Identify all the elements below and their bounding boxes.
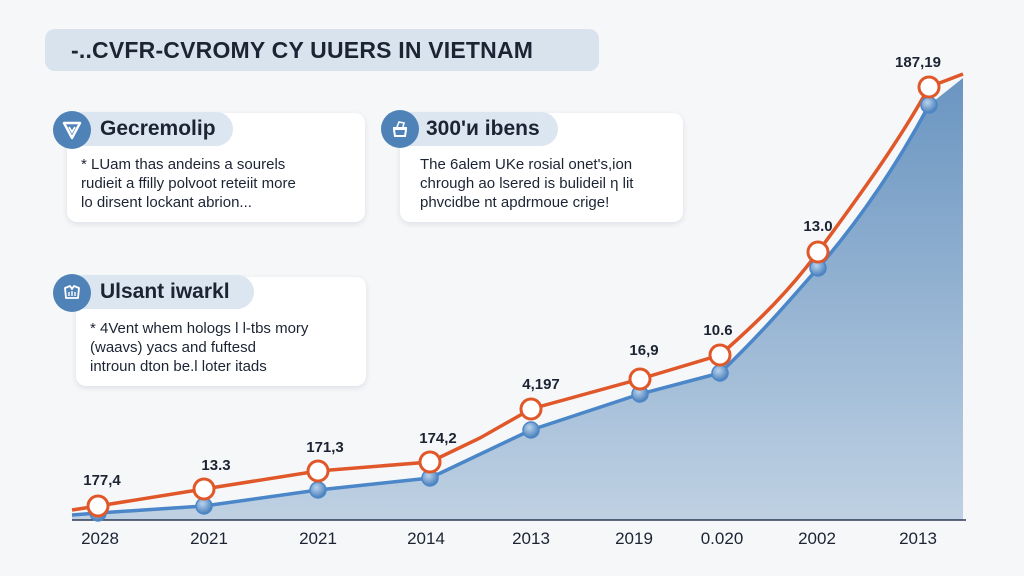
card-1-line-1: * LUam thas andeins a sourels xyxy=(81,156,286,173)
card-3-heading-badge: Ulsant iwarkl xyxy=(58,275,254,309)
blue-area-fill xyxy=(72,78,963,520)
wallet-icon xyxy=(53,274,91,312)
data-label-1: 177,4 xyxy=(83,472,121,489)
x-tick-label-6: 2019 xyxy=(615,529,653,548)
card-1-heading: Gecremolip xyxy=(100,117,216,140)
orange-series-line xyxy=(71,72,964,512)
blue-series-line xyxy=(71,104,931,517)
data-label-5: 4,197 xyxy=(522,376,560,393)
x-tick-label-8: 2002 xyxy=(798,529,836,548)
data-label-4: 174,2 xyxy=(419,430,457,447)
card-3-line-3: introun dton be.l loter itads xyxy=(90,358,267,375)
card-1-line-3: lo dirsent lockant abrion... xyxy=(81,194,252,211)
card-2-line-1: The 6alem UKе rosial onet's,ion xyxy=(420,156,633,173)
card-3-line-2: (waavs) yacs and fuftesd xyxy=(90,339,256,356)
orange-markers xyxy=(86,75,941,518)
basket-icon xyxy=(381,110,419,148)
x-tick-label-4: 2014 xyxy=(407,529,445,548)
card-2-line-2: chrough ao lsered is bulideil η lit xyxy=(420,175,634,192)
data-label-9: 187,19 xyxy=(895,54,941,71)
x-tick-label-1: 2028 xyxy=(81,529,119,548)
x-tick-label-9: 2013 xyxy=(899,529,937,548)
data-label-6: 16,9 xyxy=(629,342,659,359)
card-1-body: * LUam thas andeins a sourels rudieit a … xyxy=(81,155,296,212)
chart-title-banner: -..CVFR-CVROMY CY UUERS IN VIETNAM xyxy=(45,29,599,71)
data-label-2: 13.3 xyxy=(201,457,231,474)
card-2-line-3: phvcidbe nt apdrmoue crige! xyxy=(420,194,610,211)
chart-title: -..CVFR-CVROMY CY UUERS IN VIETNAM xyxy=(71,36,534,63)
x-tick-label-5: 2013 xyxy=(512,529,550,548)
card-2-body: The 6alem UKе rosial onet's,ion chrough … xyxy=(420,155,633,212)
card-1-line-2: rudieit a ffilly polvoot reteiit more xyxy=(81,175,296,192)
data-label-3: 171,3 xyxy=(306,439,344,456)
card-2-heading: 300'и ibens xyxy=(426,117,540,140)
x-tick-label-7: 0.020 xyxy=(700,529,744,548)
x-tick-label-2: 2021 xyxy=(190,529,228,548)
shield-v-icon xyxy=(53,111,91,149)
card-3-heading: Ulsant iwarkl xyxy=(100,280,230,303)
data-label-8: 13.0 xyxy=(803,218,833,235)
card-3-body: * 4Vent whem hologs l l-tbs mory (waavs)… xyxy=(90,319,308,376)
card-3-line-1: * 4Vent whem hologs l l-tbs mory xyxy=(90,320,309,337)
x-tick-label-3: 2021 xyxy=(299,529,337,548)
data-label-7: 10.6 xyxy=(703,322,733,339)
